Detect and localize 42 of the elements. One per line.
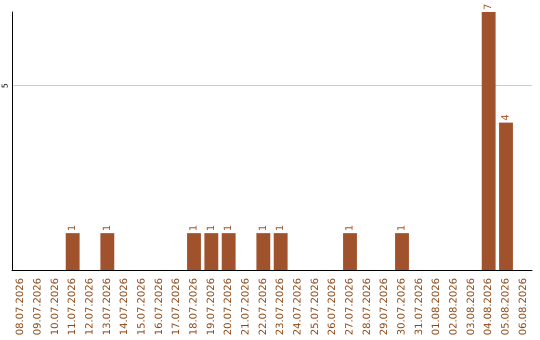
x-tick-label: 27.07.2026 <box>344 278 356 336</box>
data-label: 7 <box>483 4 494 10</box>
x-tick-label: 13.07.2026 <box>102 278 113 336</box>
data-label: 1 <box>275 224 286 232</box>
x-tick-label: 03.08.2026 <box>466 278 477 336</box>
x-tick-label: 08.07.2026 <box>15 278 26 336</box>
y-tick-label: 5 <box>0 83 10 88</box>
data-label: 1 <box>344 224 356 232</box>
x-tick-label: 05.08.2026 <box>500 278 512 336</box>
data-label: 1 <box>188 224 200 232</box>
data-label: 1 <box>258 224 269 232</box>
x-tick-label: 01.08.2026 <box>431 278 442 336</box>
x-tick-label: 02.08.2026 <box>448 278 460 336</box>
x-tick-label: 26.07.2026 <box>327 278 338 336</box>
x-tick-label: 04.08.2026 <box>483 278 494 336</box>
x-tick-label: 20.07.2026 <box>223 278 234 336</box>
data-label: 4 <box>500 114 512 121</box>
x-tick-label: 23.07.2026 <box>275 278 286 336</box>
x-tick-label: 28.07.2026 <box>362 278 373 336</box>
x-tick-label: 14.07.2026 <box>119 278 130 336</box>
x-tick-label: 06.08.2026 <box>518 278 529 336</box>
x-tick-label: 19.07.2026 <box>206 278 217 336</box>
x-tick-label: 21.07.2026 <box>240 278 252 336</box>
x-tick-label: 25.07.2026 <box>310 278 321 336</box>
x-tick-label: 24.07.2026 <box>292 278 304 336</box>
x-tick-label: 16.07.2026 <box>154 278 165 336</box>
data-label: 1 <box>396 224 408 232</box>
x-tick-label: 12.07.2026 <box>84 278 96 336</box>
x-tick-label: 17.07.2026 <box>171 278 182 336</box>
data-label: 1 <box>67 224 78 232</box>
x-tick-label: 22.07.2026 <box>258 278 269 336</box>
x-tick-label: 29.07.2026 <box>379 278 390 336</box>
x-tick-label: 11.07.2026 <box>67 278 78 336</box>
x-tick-label: 15.07.2026 <box>136 278 148 336</box>
data-label: 1 <box>206 224 217 232</box>
x-tick-label: 31.07.2026 <box>414 278 425 336</box>
x-tick-label: 18.07.2026 <box>188 278 200 336</box>
data-label: 1 <box>223 224 234 232</box>
x-tick-label: 30.07.2026 <box>396 278 408 336</box>
x-tick-label: 10.07.2026 <box>50 278 61 336</box>
data-label: 1 <box>102 224 113 232</box>
x-tick-label: 09.07.2026 <box>32 278 44 336</box>
